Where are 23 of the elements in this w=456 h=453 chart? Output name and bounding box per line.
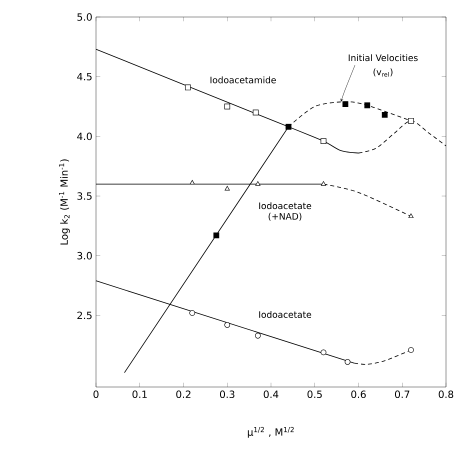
- x-tick-label: 0.8: [438, 390, 454, 398]
- x-tick-label: 0.6: [351, 390, 366, 398]
- x-tick-label: 0.4: [264, 390, 278, 398]
- x-tick-label: 0.1: [132, 390, 147, 398]
- annotation: Initial Velocities: [348, 54, 418, 62]
- y-tick-label: 4.0: [77, 132, 92, 140]
- annotation: (+NAD): [268, 212, 302, 221]
- x-tick-label: 0.2: [176, 390, 190, 398]
- y-tick-label: 4.5: [77, 72, 92, 80]
- y-tick-label: 2.5: [77, 312, 92, 320]
- annotation: (v$_{rel}$): [374, 68, 392, 77]
- y-tick-label: 3.0: [77, 252, 92, 260]
- x-tick-label: 0.5: [307, 390, 322, 398]
- annotation: Iodoacetate: [259, 311, 312, 318]
- annotation: Iodoacetamide: [210, 76, 276, 84]
- y-tick-label: 5.0: [77, 13, 92, 21]
- x-tick-label: 0.7: [394, 390, 410, 398]
- x-tick-label: 0.3: [220, 390, 234, 398]
- x-tick-label: 0: [93, 390, 99, 398]
- annotation: Iodoacetate: [259, 202, 312, 210]
- x-axis-title: μ$^{1/2}$ , M$^{1/2}$: [248, 426, 294, 438]
- y-tick-label: 3.5: [77, 192, 92, 200]
- y-axis-title: Log k$_{2}$ (M$^{-1}$ Min$^{-1}$): [59, 159, 70, 244]
